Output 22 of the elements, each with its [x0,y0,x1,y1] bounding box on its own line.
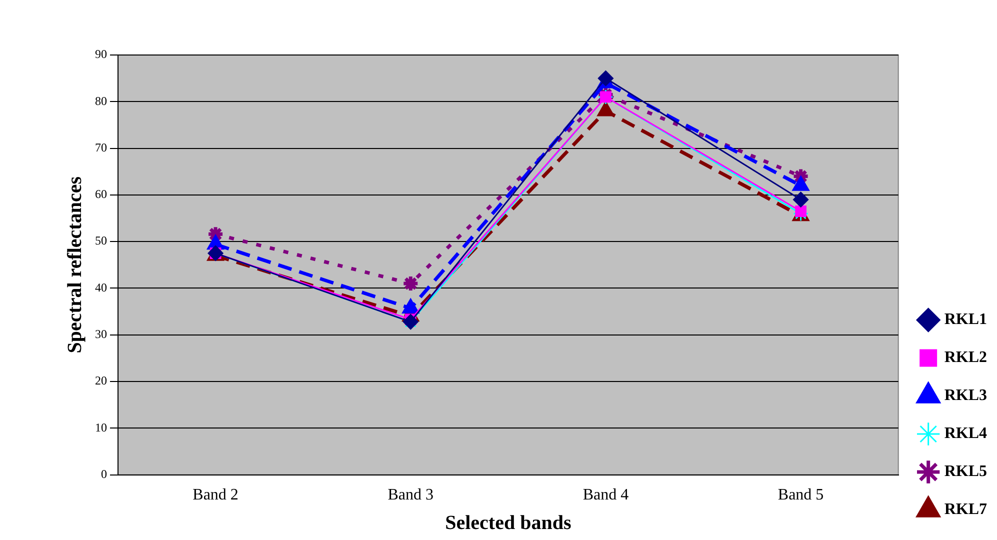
x-tick-label: Band 5 [778,486,824,504]
y-tick-label: 50 [95,234,107,248]
y-tick-label: 80 [95,94,107,108]
y-axis-title: Spectral reflectances [64,176,86,354]
legend-label: RKL7 [944,501,987,518]
y-tick-label: 40 [95,280,107,294]
y-tick-label: 30 [95,327,107,342]
x-tick-label: Band 2 [192,486,238,504]
y-tick-label: 20 [95,374,107,388]
x-tick-label: Band 3 [388,486,434,504]
legend-label: RKL2 [944,349,987,366]
legend-label: RKL4 [944,425,987,442]
x-axis-title: Selected bands [445,512,572,534]
legend-label: RKL1 [944,311,987,328]
y-tick-label: 70 [95,140,107,154]
y-tick-label: 90 [95,47,107,62]
y-tick-label: 10 [95,420,107,434]
x-tick-label: Band 4 [582,486,629,504]
y-tick-label: 0 [101,466,107,481]
y-tick-label: 60 [95,187,107,202]
legend-label: RKL5 [944,463,987,480]
legend-label: RKL3 [944,387,987,404]
